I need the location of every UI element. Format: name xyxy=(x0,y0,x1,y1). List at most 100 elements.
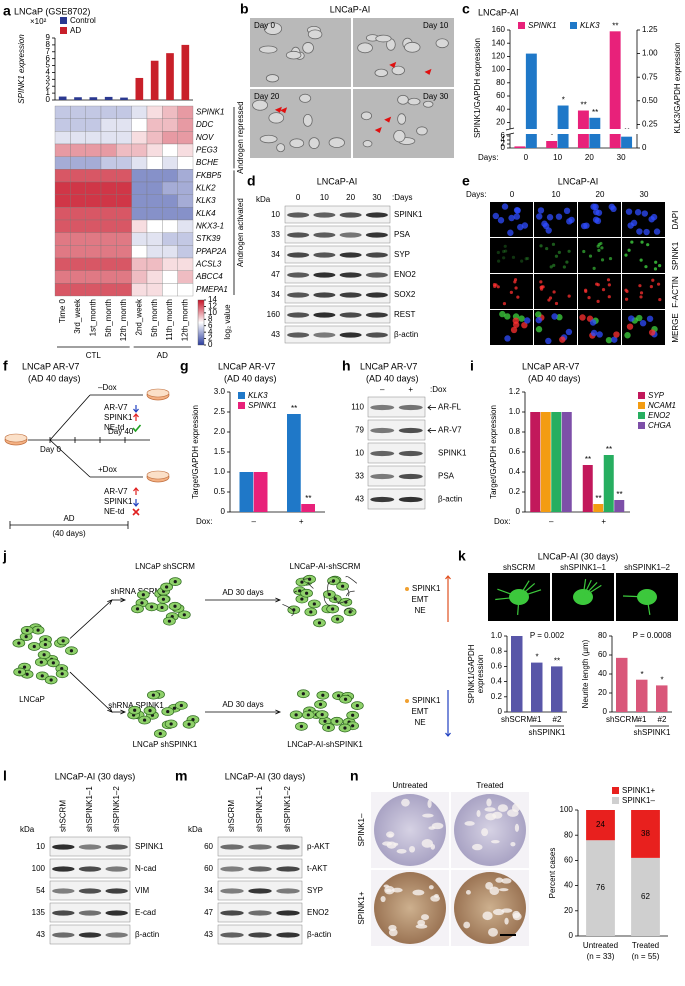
gland xyxy=(417,919,426,926)
nucleus xyxy=(173,604,177,608)
blot-frame xyxy=(367,465,426,487)
gland xyxy=(384,885,395,895)
stain xyxy=(639,319,647,327)
ihc-core xyxy=(374,872,446,944)
heatmap-cell xyxy=(146,169,163,183)
nucleus xyxy=(182,613,186,617)
axis-break xyxy=(506,129,641,134)
arrow-head xyxy=(133,502,139,507)
x-tick-label: 10 xyxy=(553,153,562,162)
heatmap-cell xyxy=(116,143,132,157)
cell xyxy=(374,68,389,77)
neurite xyxy=(346,590,355,597)
protein-label: AR-V7 xyxy=(438,426,462,435)
protein-label: ENO2 xyxy=(394,270,416,279)
significance: * xyxy=(550,131,553,140)
flow-arrow xyxy=(69,599,113,639)
colorbar-tick-label: 4 xyxy=(208,327,213,336)
significance: ** xyxy=(595,494,601,503)
nucleus xyxy=(343,697,348,701)
dish-rim xyxy=(4,433,28,443)
lane-label: shSCRM xyxy=(227,800,236,832)
neurite-stain xyxy=(517,596,520,616)
marker-label: NE xyxy=(414,606,425,615)
image-label: Day 10 xyxy=(423,21,449,30)
colorbar xyxy=(197,299,205,346)
nucleus xyxy=(140,601,144,605)
heatmap-cell xyxy=(85,143,102,157)
kda-header: kDa xyxy=(188,825,203,834)
panel-letter: f xyxy=(3,358,8,374)
arrow-head xyxy=(133,413,139,418)
nucleus xyxy=(61,639,65,643)
neurite-stain xyxy=(646,596,651,615)
bar xyxy=(74,97,82,100)
lane-label: shSPINK1–2 xyxy=(112,786,121,832)
gland xyxy=(412,889,425,896)
neurite-stain xyxy=(582,584,602,598)
blot-band xyxy=(313,332,336,338)
stain xyxy=(514,286,518,290)
significance: ** xyxy=(585,455,591,464)
stain xyxy=(608,256,613,261)
blot-band xyxy=(105,866,128,872)
stain xyxy=(639,291,644,295)
y-tick-label: 1.0 xyxy=(509,407,521,416)
stain xyxy=(653,228,661,235)
blot-band xyxy=(398,427,423,434)
stain xyxy=(536,213,543,220)
stain xyxy=(607,295,611,299)
heatmap-cell xyxy=(116,207,132,221)
stain xyxy=(524,317,531,324)
y-tick-label: 160 xyxy=(492,25,506,34)
x-tick-label: 0 xyxy=(524,153,529,162)
gland xyxy=(463,921,471,929)
heatmap-cell xyxy=(100,207,117,221)
neurite-stain xyxy=(623,595,648,598)
blot-band xyxy=(248,866,272,872)
condition-label: +Dox xyxy=(98,465,117,474)
row-group-label: Androgen repressed xyxy=(236,101,245,174)
stain xyxy=(563,207,571,215)
nucleus xyxy=(150,605,154,609)
gland xyxy=(485,882,493,890)
gene-label: SPINK1 xyxy=(196,107,224,116)
stain xyxy=(514,207,521,214)
protein-label: β-actin xyxy=(394,330,418,339)
nucleus xyxy=(43,642,47,647)
stain xyxy=(594,217,602,225)
gland xyxy=(421,839,433,848)
panel-letter: i xyxy=(470,358,474,374)
gland xyxy=(465,890,471,895)
significance: ** xyxy=(612,21,618,30)
stain xyxy=(587,296,591,300)
y-tick-label: 0.5 xyxy=(214,487,226,496)
cell xyxy=(259,45,278,54)
y-tick-label: 0.6 xyxy=(491,662,503,671)
gland xyxy=(476,809,481,818)
row-group-label: Androgen activated xyxy=(236,198,245,267)
nucleus xyxy=(341,584,345,588)
neurite-stain xyxy=(582,579,592,598)
blot-band xyxy=(52,888,75,894)
heatmap-cell xyxy=(54,181,71,195)
panel-letter: h xyxy=(342,358,351,374)
cross-icon xyxy=(132,508,140,516)
y2-tick-label: 0 xyxy=(642,143,647,152)
heatmap-cell xyxy=(131,105,148,119)
flow-head xyxy=(120,597,127,603)
heatmap-cell xyxy=(162,156,178,170)
step-label: AD 30 days xyxy=(222,700,263,709)
heatmap-cell xyxy=(116,194,132,208)
stain xyxy=(507,229,514,236)
y-tick-label: 0 xyxy=(568,931,573,940)
stain xyxy=(502,302,507,306)
protein-label: β-actin xyxy=(438,495,462,504)
y-tick-label: 9 xyxy=(45,33,50,42)
protein-label: SPINK1 xyxy=(135,842,164,851)
blot-band xyxy=(287,232,310,238)
blot-band xyxy=(276,866,300,872)
heatmap-cell xyxy=(177,219,194,233)
bar xyxy=(150,60,159,100)
stain xyxy=(658,297,662,302)
